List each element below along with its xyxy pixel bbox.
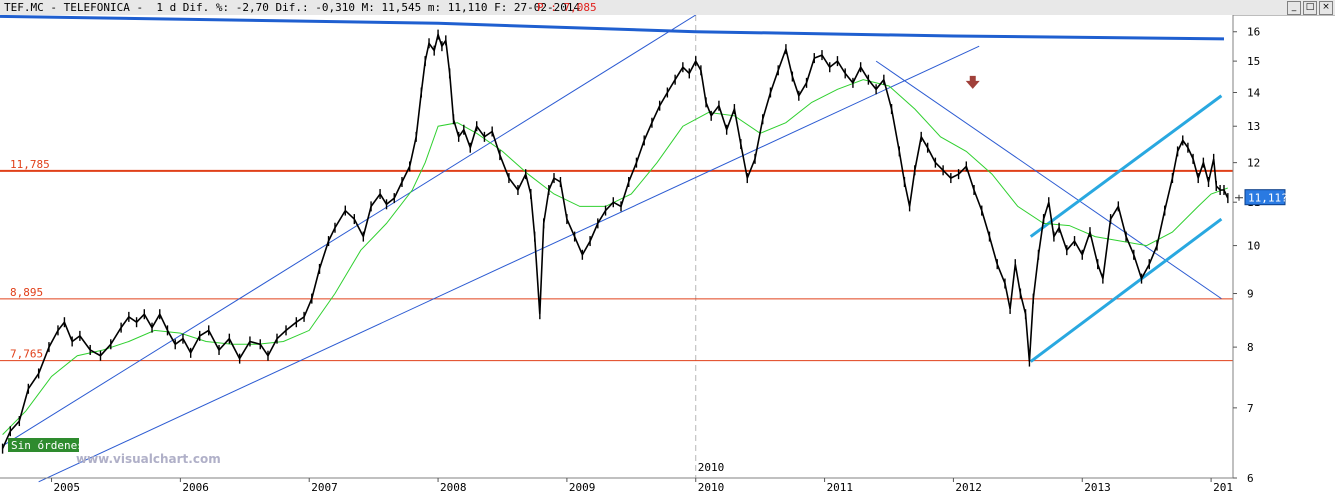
y-tick-label: 8 bbox=[1247, 341, 1254, 354]
y-tick-label: 16 bbox=[1247, 26, 1260, 39]
level-label-1: 8,895 bbox=[10, 286, 43, 299]
price-line bbox=[1, 31, 1229, 449]
x-tick-label: 2006 bbox=[182, 481, 209, 494]
y-tick-label: 12 bbox=[1247, 157, 1260, 170]
p-value: P : 7,085 bbox=[537, 1, 597, 14]
close-button[interactable]: × bbox=[1319, 1, 1333, 15]
level-label-0: 11,785 bbox=[10, 158, 50, 171]
x-tick-label: 201 bbox=[1213, 481, 1233, 494]
x-tick-label: 2013 bbox=[1084, 481, 1111, 494]
top-line bbox=[0, 15, 1225, 41]
plot-area bbox=[0, 15, 1233, 478]
last-price-pointer bbox=[1235, 194, 1243, 201]
x-tick-label: 2007 bbox=[311, 481, 338, 494]
window-controls: _ □ × bbox=[1287, 1, 1333, 15]
x-tick-label: 2005 bbox=[54, 481, 81, 494]
y-tick-label: 10 bbox=[1247, 240, 1260, 253]
y-tick-label: 6 bbox=[1247, 472, 1254, 485]
y-tick-label: 14 bbox=[1247, 87, 1261, 100]
minimize-button[interactable]: _ bbox=[1287, 1, 1301, 15]
x-tick-label: 2011 bbox=[827, 481, 854, 494]
y-tick-label: 9 bbox=[1247, 288, 1254, 301]
channel-line-0 bbox=[1029, 94, 1223, 238]
trend-line-2 bbox=[875, 60, 1222, 300]
symbol-header: TEF.MC - TELEFONICA - 1 d Dif. %: -2,70 … bbox=[4, 1, 581, 14]
orders-badge[interactable] bbox=[8, 438, 79, 452]
channel-line-1 bbox=[1029, 217, 1223, 363]
x-tick-label: 2010 bbox=[698, 481, 725, 494]
title-bar: TEF.MC - TELEFONICA - 1 d Dif. %: -2,70 … bbox=[0, 0, 1335, 16]
orders-badge-label: Sin órdenes bbox=[11, 439, 84, 452]
y-tick-label: 15 bbox=[1247, 55, 1260, 68]
maximize-button[interactable]: □ bbox=[1303, 1, 1317, 15]
last-price-marker: 11,11? bbox=[1235, 189, 1288, 206]
last-price-box bbox=[1244, 189, 1286, 206]
last-price-label: 11,11? bbox=[1248, 192, 1288, 205]
vertical-marker-label: 2010 bbox=[698, 461, 725, 474]
y-tick-label: 7 bbox=[1247, 402, 1254, 415]
x-tick-label: 2008 bbox=[440, 481, 467, 494]
down-arrow-icon bbox=[965, 75, 980, 89]
x-tick-label: 2012 bbox=[955, 481, 982, 494]
y-tick-label: 13 bbox=[1247, 120, 1260, 133]
watermark: www.visualchart.com bbox=[76, 452, 221, 466]
level-label-2: 7,765 bbox=[10, 348, 43, 361]
trend-line-1 bbox=[38, 45, 980, 483]
x-tick-label: 2009 bbox=[569, 481, 596, 494]
trend-line-0 bbox=[3, 15, 697, 446]
